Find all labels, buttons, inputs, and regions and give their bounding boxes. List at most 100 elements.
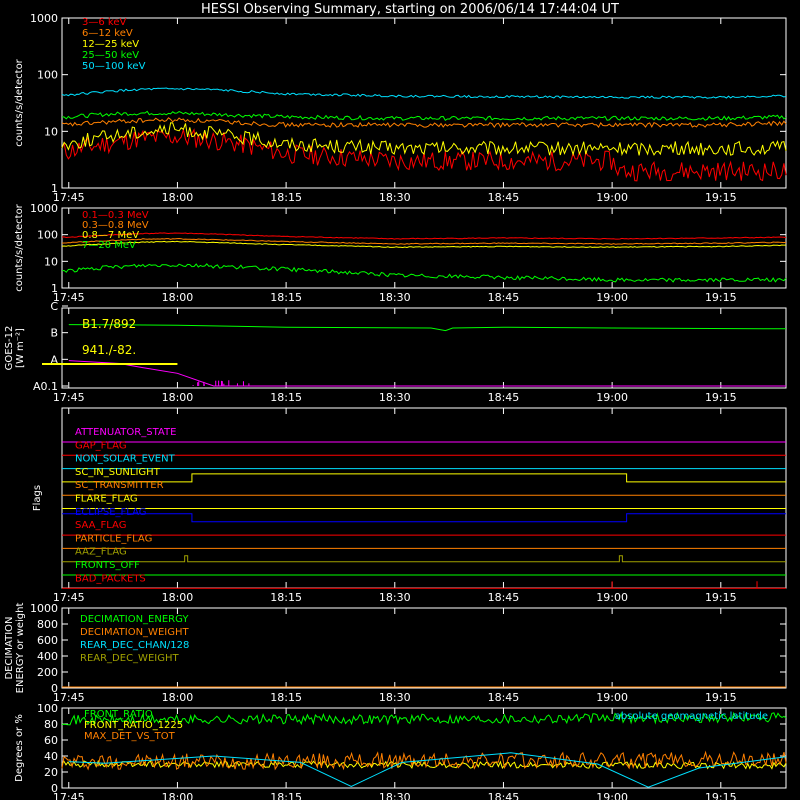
y-axis-label: counts/s/detector bbox=[14, 203, 25, 291]
flag-line bbox=[62, 581, 786, 589]
flag-label: SC_IN_SUNLIGHT bbox=[75, 467, 161, 478]
legend-entry: 25—50 keV bbox=[82, 50, 139, 61]
series-line bbox=[61, 759, 787, 770]
x-tick-label: 19:00 bbox=[596, 591, 628, 604]
y-tick-label: 400 bbox=[37, 650, 58, 663]
legend-entry: 50—100 keV bbox=[82, 61, 146, 72]
goes-annotation: 941./-82. bbox=[82, 343, 136, 357]
y-tick-label: 40 bbox=[44, 750, 58, 763]
x-tick-label: 17:45 bbox=[53, 791, 85, 800]
y-axis-label: Flags bbox=[32, 485, 43, 511]
legend-entry: 6—12 keV bbox=[82, 28, 133, 39]
y-tick-label: 20 bbox=[44, 766, 58, 779]
legend-entry: DECIMATION_ENERGY bbox=[80, 614, 189, 625]
x-tick-label: 19:00 bbox=[596, 391, 628, 404]
x-tick-label: 18:15 bbox=[270, 591, 302, 604]
series-line bbox=[61, 237, 787, 245]
figure-title: HESSI Observing Summary, starting on 200… bbox=[201, 2, 619, 17]
series-line bbox=[61, 711, 787, 727]
series-line bbox=[61, 110, 787, 122]
legend-entry: 7—20 MeV bbox=[82, 240, 136, 251]
y-tick-label: 10 bbox=[44, 125, 58, 138]
x-tick-label: 18:45 bbox=[488, 291, 520, 304]
x-tick-label: 18:45 bbox=[488, 691, 520, 704]
x-tick-label: 18:30 bbox=[379, 791, 411, 800]
x-tick-label: 18:15 bbox=[270, 291, 302, 304]
series-line bbox=[68, 752, 787, 788]
flag-line bbox=[62, 513, 786, 523]
goes-annotation: B1.7/892 bbox=[82, 317, 136, 331]
x-tick-label: 17:45 bbox=[53, 391, 85, 404]
flag-label: SAA_FLAG bbox=[75, 520, 126, 531]
flag-label: AAZ_FLAG bbox=[75, 547, 127, 558]
legend-entry: MAX_DET_VS_TOT bbox=[84, 731, 176, 742]
flag-label: GAP_FLAG bbox=[75, 440, 127, 451]
x-tick-label: 18:30 bbox=[379, 591, 411, 604]
x-tick-label: 17:45 bbox=[53, 691, 85, 704]
y-axis-label: ENERGY or weight bbox=[15, 603, 26, 694]
series-line bbox=[61, 232, 787, 240]
x-tick-label: 19:00 bbox=[596, 191, 628, 204]
x-tick-label: 19:15 bbox=[705, 791, 737, 800]
x-tick-label: 18:30 bbox=[379, 191, 411, 204]
legend-entry: 0.3—0.8 MeV bbox=[82, 220, 149, 231]
y-tick-label: A0.1 bbox=[33, 380, 58, 393]
legend-entry: 12—25 keV bbox=[82, 39, 139, 50]
flag-label: ATTENUATOR_STATE bbox=[75, 427, 176, 438]
y-tick-label: 1000 bbox=[30, 202, 58, 215]
x-tick-label: 18:00 bbox=[162, 591, 194, 604]
y-tick-label: 0 bbox=[51, 682, 58, 695]
y-tick-label: A bbox=[50, 353, 58, 366]
y-tick-label: 10 bbox=[44, 255, 58, 268]
y-axis-label: counts/s/detector bbox=[14, 58, 25, 146]
x-tick-label: 18:00 bbox=[162, 691, 194, 704]
x-tick-label: 19:00 bbox=[596, 291, 628, 304]
x-tick-label: 19:00 bbox=[596, 791, 628, 800]
x-tick-label: 18:00 bbox=[162, 291, 194, 304]
series-line bbox=[61, 263, 787, 283]
y-tick-label: 100 bbox=[37, 702, 58, 715]
x-tick-label: 18:30 bbox=[379, 391, 411, 404]
panel-frame bbox=[61, 307, 787, 389]
series-line bbox=[61, 117, 787, 129]
panel-frame bbox=[61, 207, 787, 289]
right-label: absolute geomagnetic latitude bbox=[615, 711, 768, 722]
y-axis-label: Degrees or % bbox=[14, 714, 25, 782]
legend-entry: DECIMATION_WEIGHT bbox=[80, 627, 189, 638]
flag-label: NON_SOLAR_EVENT bbox=[75, 454, 176, 465]
x-tick-label: 18:15 bbox=[270, 691, 302, 704]
y-tick-label: 100 bbox=[37, 229, 58, 242]
x-tick-label: 17:45 bbox=[53, 591, 85, 604]
series-line bbox=[61, 240, 786, 249]
flag-label: PARTICLE_FLAG bbox=[75, 533, 152, 544]
y-axis-label: [W m⁻²] bbox=[15, 328, 26, 368]
x-tick-label: 18:45 bbox=[488, 791, 520, 800]
flag-line bbox=[62, 473, 786, 483]
legend-entry: 3—6 keV bbox=[82, 17, 126, 28]
legend-entry: FRONT_RATIO bbox=[84, 709, 153, 720]
legend-entry: 0.1—0.3 MeV bbox=[82, 210, 149, 221]
y-tick-label: 1 bbox=[51, 282, 58, 295]
y-tick-label: 1 bbox=[51, 182, 58, 195]
y-tick-label: B bbox=[50, 327, 58, 340]
x-tick-label: 18:45 bbox=[488, 391, 520, 404]
x-tick-label: 17:45 bbox=[53, 191, 85, 204]
y-axis-label: GOES-12 bbox=[4, 326, 15, 371]
flag-label: FRONTS_OFF bbox=[75, 560, 140, 571]
series-line bbox=[61, 750, 787, 771]
x-tick-label: 18:00 bbox=[162, 191, 194, 204]
x-tick-label: 19:00 bbox=[596, 691, 628, 704]
y-tick-label: 0 bbox=[51, 782, 58, 795]
panel-frame bbox=[61, 607, 787, 689]
x-tick-label: 18:30 bbox=[379, 691, 411, 704]
y-tick-label: 60 bbox=[44, 734, 58, 747]
x-tick-label: 18:30 bbox=[379, 291, 411, 304]
y-tick-label: 600 bbox=[37, 634, 58, 647]
flag-label: BAD_PACKETS bbox=[75, 573, 146, 584]
legend-entry: REAR_DEC_WEIGHT bbox=[80, 653, 179, 664]
panel-frame bbox=[61, 707, 787, 789]
y-tick-label: C bbox=[50, 300, 58, 313]
x-tick-label: 18:00 bbox=[162, 791, 194, 800]
x-tick-label: 18:45 bbox=[488, 591, 520, 604]
x-tick-label: 19:15 bbox=[705, 391, 737, 404]
